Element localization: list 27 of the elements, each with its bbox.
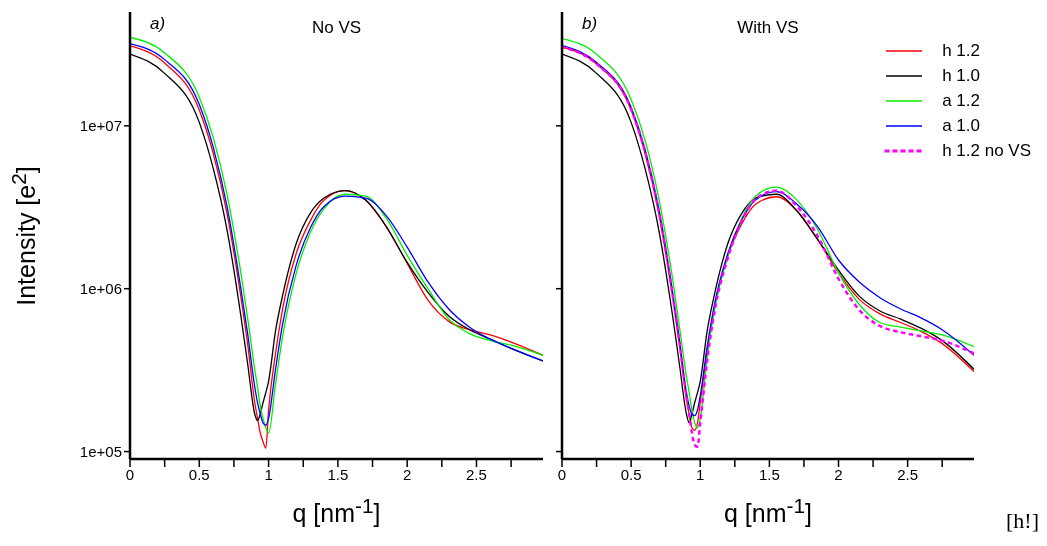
x-tick-label: 0.5: [620, 465, 642, 483]
y-tick-label: 1e+06: [79, 280, 122, 298]
legend-label: h 1.2 no VS: [942, 140, 1031, 161]
annotation: a): [150, 14, 166, 34]
x-axis-title: q [nm$^{-1}$]: [723, 494, 813, 529]
text: [h!]: [1006, 508, 1039, 534]
x-tick-label: 0: [125, 465, 135, 483]
y-tick-label: 1e+07: [79, 117, 122, 135]
legend-label: h 1.2: [942, 40, 980, 61]
chart-title: No VS: [311, 18, 362, 37]
y-tick-label: 1e+05: [79, 442, 122, 460]
x-tick-label: 2.5: [897, 465, 919, 483]
x-tick-label: 2: [403, 465, 412, 483]
x-tick-label: 0: [557, 465, 567, 483]
chart-title: With VS: [737, 18, 799, 37]
legend-label: a 1.0: [942, 115, 980, 136]
x-tick-label: 2.5: [466, 465, 487, 483]
x-tick-label: 2: [834, 465, 843, 483]
annotation: b): [582, 14, 598, 34]
legend-label: h 1.0: [942, 65, 980, 86]
x-tick-label: 1.5: [758, 465, 780, 483]
x-tick-label: 1: [696, 465, 705, 483]
x-tick-label: 1: [264, 465, 273, 483]
legend-label: a 1.2: [942, 90, 980, 111]
x-tick-label: 1.5: [327, 465, 349, 483]
x-axis-title: q [nm$^{-1}$]: [291, 494, 382, 529]
x-tick-label: 0.5: [188, 465, 210, 483]
